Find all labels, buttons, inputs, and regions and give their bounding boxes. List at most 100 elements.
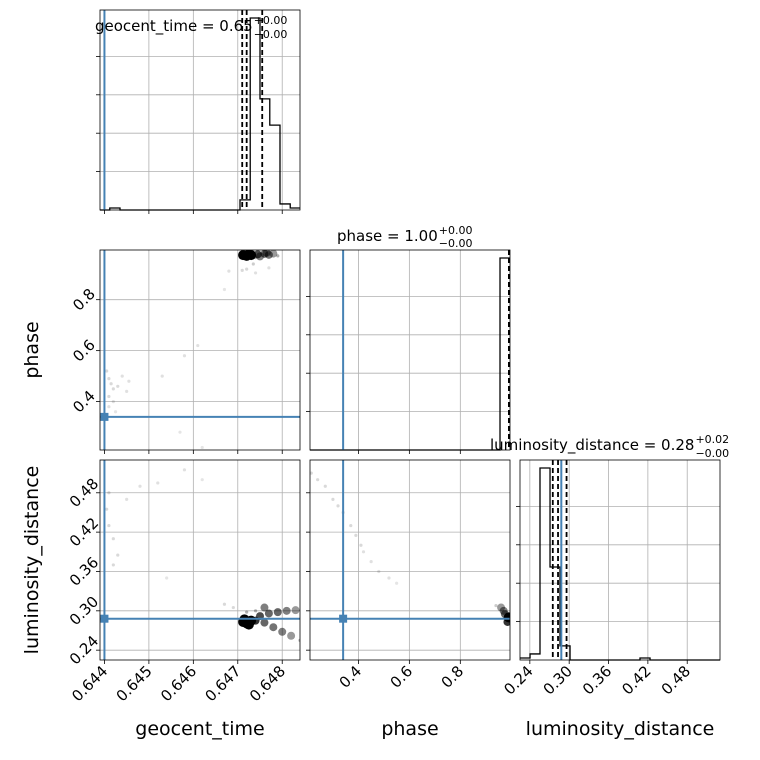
samples-group <box>310 471 510 626</box>
sample-point <box>240 268 244 272</box>
sample-point <box>111 563 115 567</box>
sample-point <box>276 254 280 258</box>
sample-point <box>160 374 164 378</box>
y-tick-label-luminosity-distance: 0.30 <box>66 593 102 629</box>
sample-point <box>105 507 109 511</box>
title-luminosity-distance-main: luminosity_distance = 0.28 <box>490 436 694 455</box>
sample-point <box>395 581 399 585</box>
sample-point <box>109 382 113 386</box>
sample-point <box>253 271 258 275</box>
sample-point <box>336 504 340 508</box>
panel-geocent-time-histogram <box>96 9 301 214</box>
sample-point <box>200 445 204 450</box>
sample-point <box>273 608 282 617</box>
panel-luminosity-distance-histogram: 0.24 0.30 0.36 0.42 0.48 <box>500 459 721 698</box>
sample-point <box>222 602 227 606</box>
x-axis-label-phase: phase <box>381 718 438 740</box>
y-tick-label-luminosity-distance: 0.36 <box>66 553 102 589</box>
title-phase: phase = 1.00 <box>337 227 438 245</box>
sample-point <box>256 252 264 261</box>
y-tick-label-phase: 0.6 <box>69 336 99 366</box>
sample-point <box>243 619 254 630</box>
sample-point <box>105 369 109 373</box>
title-geocent-time-main: geocent_time = 0.65 <box>95 17 253 36</box>
title-geocent-time: geocent_time = 0.65 <box>95 17 253 36</box>
x-tick-label-geocent-time: 0.646 <box>157 662 200 705</box>
sample-point <box>377 569 381 574</box>
truth-marker <box>100 412 109 421</box>
sample-point <box>182 354 187 358</box>
sample-point <box>107 405 111 409</box>
title-luminosity-distance: luminosity_distance = 0.28 <box>490 436 694 455</box>
panel-phase-vs-geocent-time: 0.4 0.6 0.8 <box>69 249 301 454</box>
x-tick-label-phase: 0.6 <box>387 662 417 692</box>
sample-point <box>269 623 278 632</box>
sample-point <box>116 384 120 388</box>
sample-point <box>262 250 271 257</box>
sample-point <box>349 523 353 528</box>
sample-point <box>165 576 169 580</box>
sample-point <box>116 553 120 557</box>
sample-point <box>253 609 258 613</box>
sample-point <box>111 399 115 404</box>
sample-point <box>246 250 257 261</box>
truth-marker <box>339 614 348 623</box>
title-geocent-time-minus: −0.00 <box>254 28 288 41</box>
sample-point <box>251 262 255 266</box>
title-phase-plus: +0.00 <box>439 224 473 237</box>
y-tick-label-phase: 0.8 <box>69 285 99 315</box>
title-phase-minus: −0.00 <box>439 237 473 250</box>
sample-point <box>387 576 391 580</box>
histogram-geocent-time <box>100 17 300 211</box>
sample-point <box>253 256 258 260</box>
sample-point <box>282 606 291 615</box>
sample-point <box>111 537 115 541</box>
x-tick-label-luminosity-distance: 0.24 <box>500 662 536 698</box>
sample-point <box>107 377 111 381</box>
sample-point <box>260 618 269 627</box>
x-tick-label-geocent-time: 0.645 <box>113 662 156 705</box>
sample-point <box>278 627 287 636</box>
x-tick-label-geocent-time: 0.644 <box>68 662 111 705</box>
panel-luminosity-distance-vs-geocent-time: 0.644 0.645 0.646 0.647 0.6480.240.300.360.4… <box>66 459 301 705</box>
x-tick-label-geocent-time: 0.647 <box>202 662 245 705</box>
sample-point <box>138 484 142 488</box>
y-axis-label-luminosity-distance: luminosity_distance <box>21 466 43 655</box>
sample-point <box>245 267 249 271</box>
title-phase-main: phase = 1.00 <box>337 227 438 245</box>
sample-point <box>245 610 249 614</box>
panel-frame <box>309 459 511 661</box>
panel-frame <box>519 459 721 661</box>
sample-point <box>120 374 124 378</box>
sample-point <box>494 603 498 608</box>
sample-point <box>227 269 231 273</box>
sample-point <box>361 550 366 554</box>
sample-point <box>182 468 187 472</box>
panel-frame <box>99 9 301 211</box>
sample-point <box>316 478 320 482</box>
sample-point <box>287 631 296 640</box>
x-tick-label-luminosity-distance: 0.36 <box>579 662 615 698</box>
sample-point <box>331 497 335 501</box>
sample-point <box>310 471 313 475</box>
title-luminosity-distance-minus: −0.00 <box>695 447 729 460</box>
sample-point <box>267 266 271 270</box>
sample-point <box>127 379 131 383</box>
sample-point <box>178 430 182 434</box>
sample-point <box>107 523 111 528</box>
sample-point <box>125 389 129 394</box>
title-luminosity-distance-plus: +0.02 <box>695 433 729 446</box>
samples-group <box>105 468 300 642</box>
sample-point <box>369 560 373 564</box>
sample-point <box>497 603 506 612</box>
sample-point <box>500 610 509 619</box>
panel-frame <box>99 249 301 451</box>
sample-point <box>323 484 327 488</box>
sample-point <box>359 543 363 547</box>
sample-point <box>269 250 278 258</box>
histogram-phase <box>310 257 510 451</box>
samples-group <box>105 250 280 450</box>
sample-point <box>111 387 115 391</box>
x-axis-label-luminosity-distance: luminosity_distance <box>526 718 715 740</box>
x-tick-label-phase: 0.8 <box>438 662 468 692</box>
